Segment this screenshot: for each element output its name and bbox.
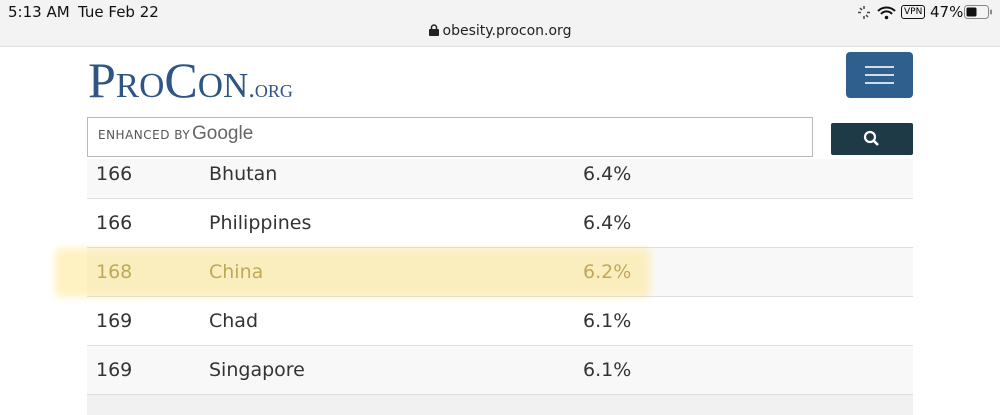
country: China — [209, 261, 264, 283]
country: Bhutan — [209, 163, 278, 185]
rank: 169 — [96, 359, 133, 381]
table-row-partial — [87, 395, 913, 415]
vpn-badge: VPN — [901, 5, 926, 19]
table-row: 169 Singapore 6.1% — [87, 346, 913, 395]
rank: 168 — [96, 261, 133, 283]
logo-text: ProCon — [88, 52, 249, 108]
lock-icon — [428, 24, 439, 36]
table-row: 166 Philippines 6.4% — [87, 199, 913, 248]
logo[interactable]: ProCon.org — [88, 55, 293, 114]
rank: 166 — [96, 212, 133, 234]
rate: 6.2% — [583, 261, 632, 283]
table-row: 169 Chad 6.1% — [87, 297, 913, 346]
url: obesity.procon.org — [442, 23, 572, 39]
country: Chad — [209, 310, 259, 332]
time: 5:13 AM — [8, 3, 70, 21]
address-bar[interactable]: obesity.procon.org — [0, 23, 1000, 39]
country: Singapore — [209, 359, 305, 381]
search-icon — [863, 130, 879, 146]
rate: 6.1% — [583, 310, 632, 332]
status-bar: 5:13 AM Tue Feb 22 VPN 47% obesity.proco… — [0, 0, 1000, 47]
search-button[interactable] — [831, 123, 913, 155]
battery-icon — [964, 5, 992, 19]
table-row: 168 China 6.2% — [87, 248, 913, 297]
country: Philippines — [209, 212, 312, 234]
status-icons — [858, 6, 896, 20]
search-label: ENHANCED BY — [98, 128, 191, 142]
rate: 6.4% — [583, 163, 632, 185]
battery-percent: 47% — [930, 3, 964, 21]
menu-button[interactable] — [846, 52, 913, 98]
date: Tue Feb 22 — [78, 3, 159, 21]
search-brand: Google — [192, 123, 254, 144]
highlight — [55, 248, 650, 297]
search-input[interactable]: ENHANCED BY Google — [87, 117, 813, 157]
rate: 6.1% — [583, 359, 632, 381]
rank: 166 — [96, 163, 133, 185]
rate: 6.4% — [583, 212, 632, 234]
site-header: ProCon.org ENHANCED BY Google — [0, 47, 1000, 159]
logo-suffix: .org — [248, 74, 293, 103]
rank: 169 — [96, 310, 133, 332]
